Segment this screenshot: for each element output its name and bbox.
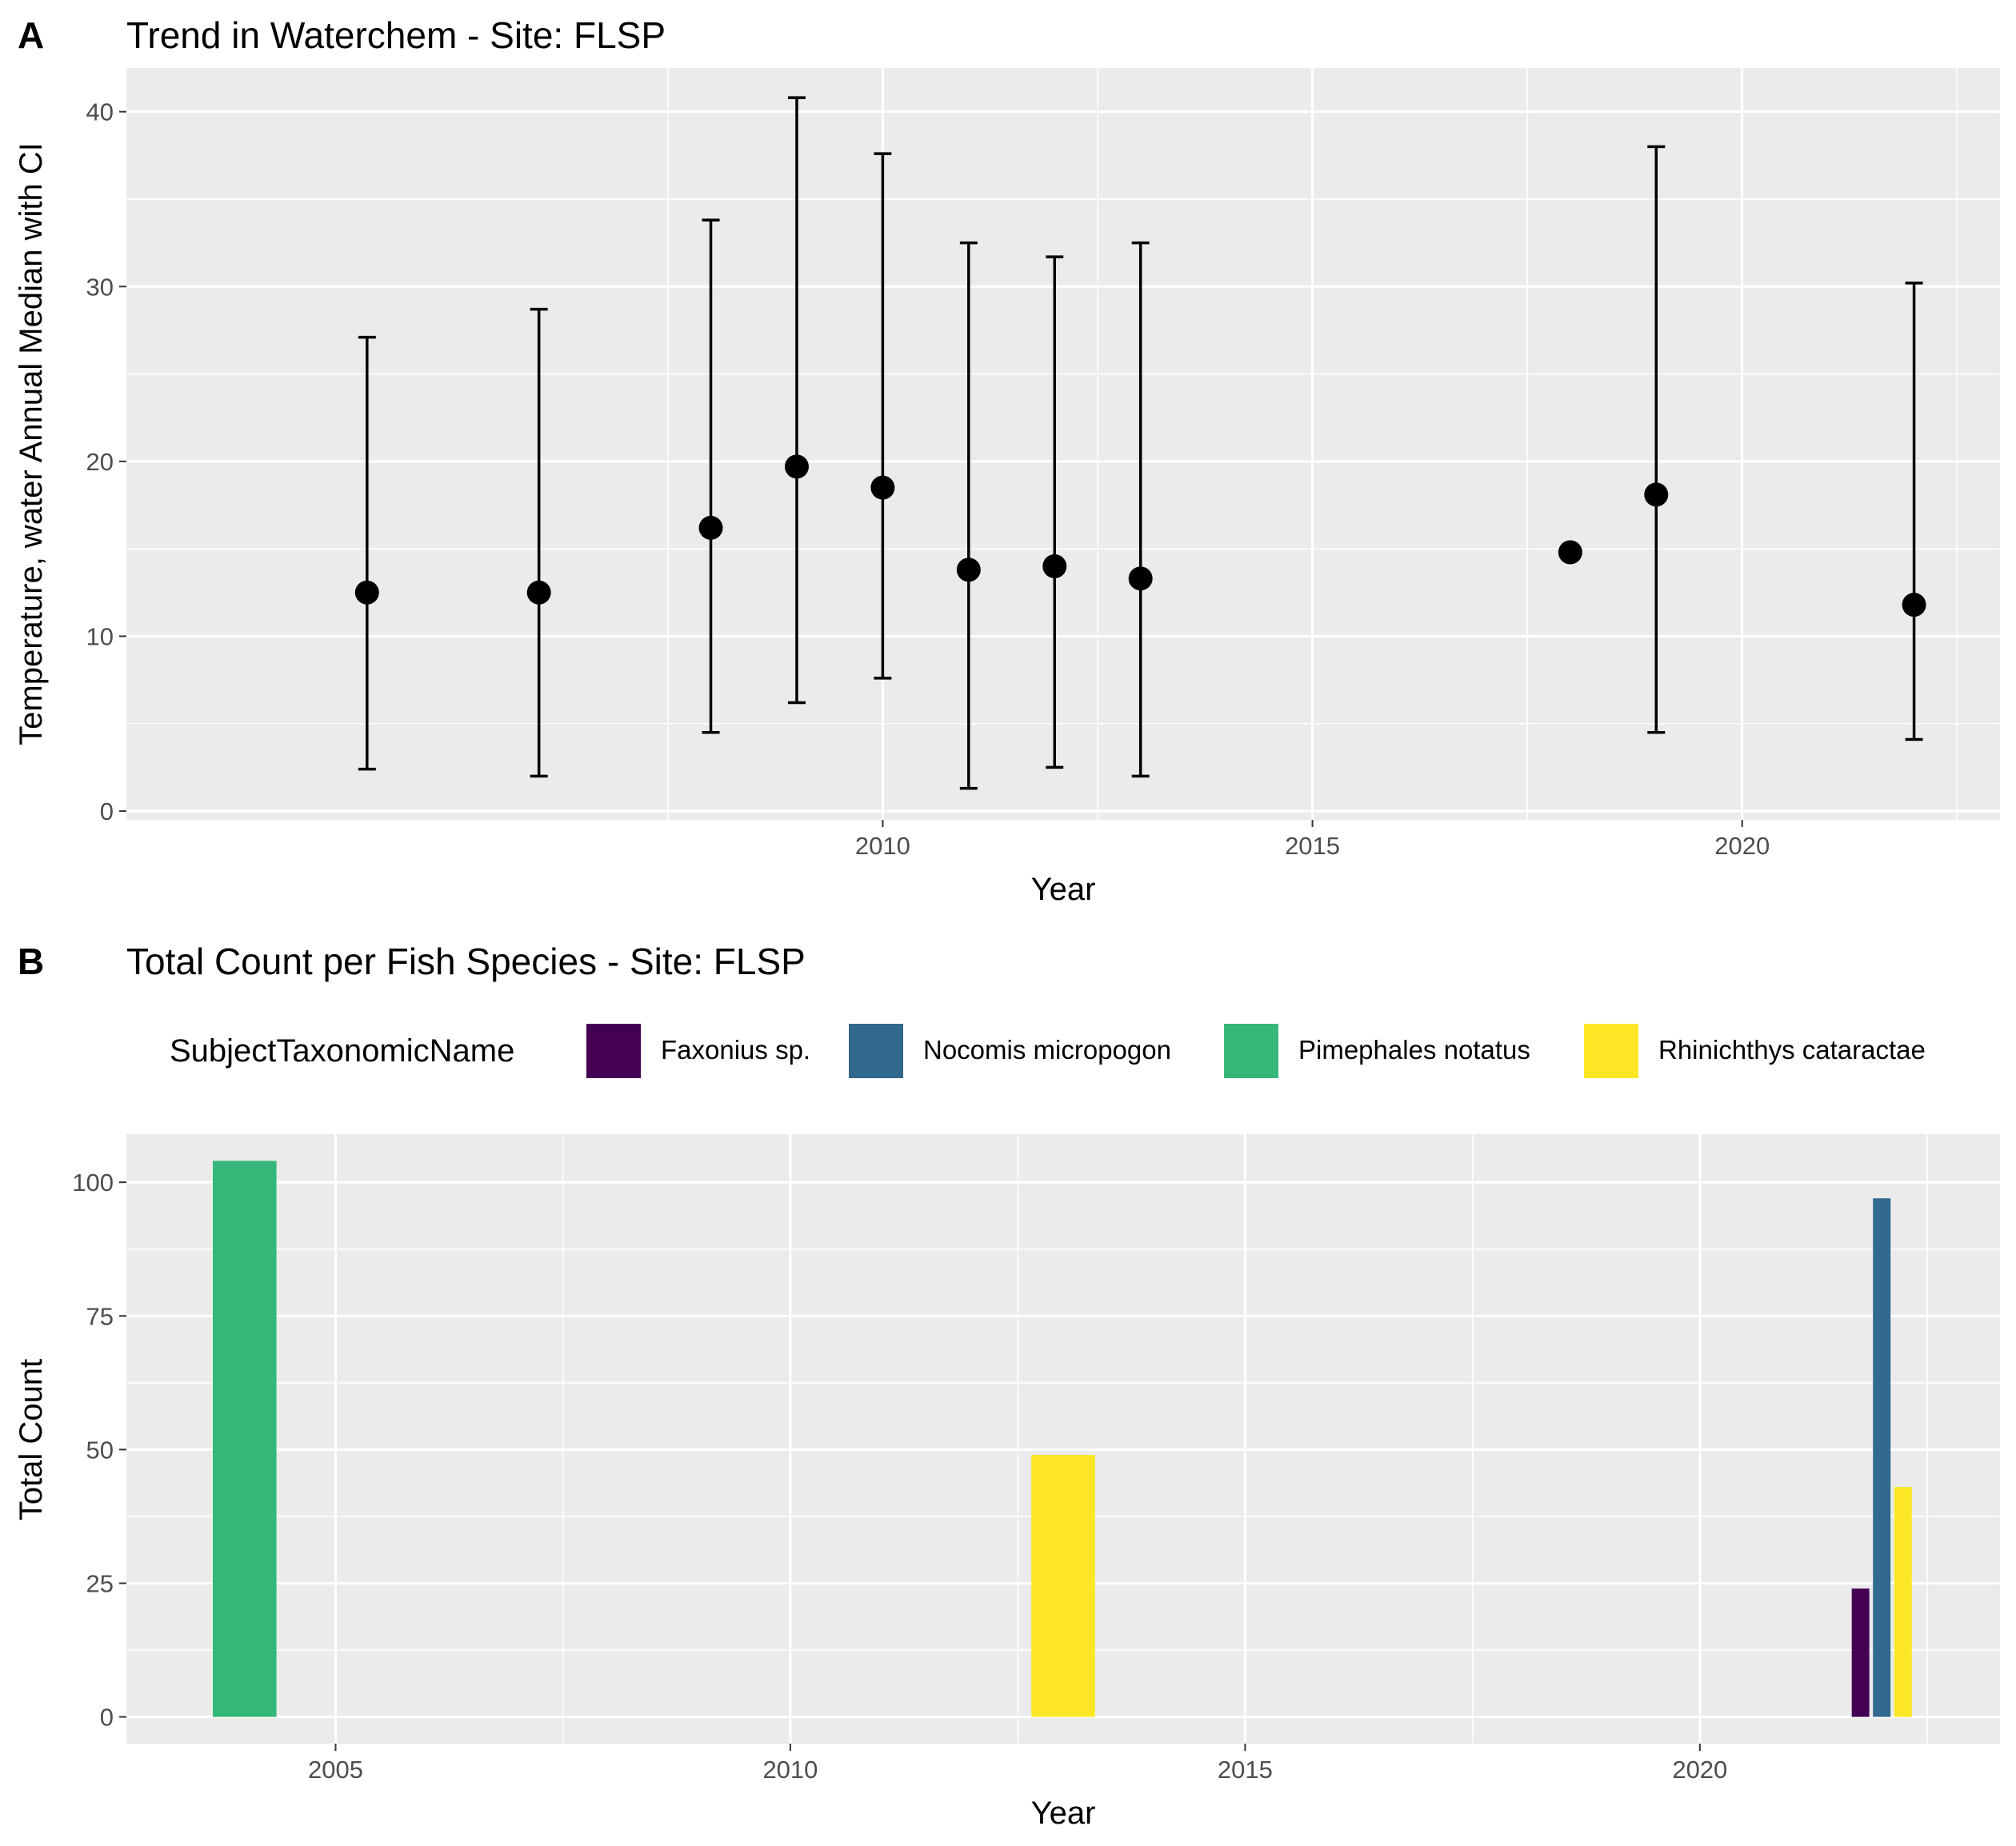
panel-a-marks [354,96,1926,790]
x-tick-label: 2015 [1285,832,1340,860]
y-tick-label: 10 [86,622,114,650]
x-tick-label: 2010 [855,832,910,860]
legend-title: SubjectTaxonomicName [170,1033,514,1069]
y-tick-label: 20 [86,448,114,476]
bar-pimephales-notatus [213,1161,277,1717]
panel-b-y-axis-title: Total Count [14,1359,49,1520]
panel-a-x-axis-title: Year [1031,872,1096,907]
bar-rhinichthys-cataractae [1894,1487,1912,1717]
x-tick-label: 2020 [1714,832,1770,860]
legend-label-nocomis: Nocomis micropogon [923,1035,1171,1065]
x-tick-label: 2020 [1672,1756,1727,1784]
panel-b-title: Total Count per Fish Species - Site: FLS… [126,941,806,982]
median-point [1558,540,1582,565]
median-point [1902,593,1926,617]
panel-a-gridlines [126,68,2000,820]
y-tick-label: 50 [86,1436,114,1464]
median-point [1644,482,1669,507]
median-point [698,515,723,540]
y-tick-label: 0 [100,797,114,825]
bar-nocomis-micropogon [1873,1198,1891,1717]
y-tick-label: 100 [72,1169,114,1197]
bar-faxonius-sp [1851,1588,1870,1717]
median-point [784,454,809,479]
panel-a-y-axis-title: Temperature, water Annual Median with CI [14,142,49,745]
panel-b-legend: SubjectTaxonomicName Faxonius sp. Nocomi… [170,1024,1926,1078]
legend-label-pimephales: Pimephales notatus [1298,1035,1530,1065]
legend-key-nocomis [849,1024,903,1078]
median-point [526,580,551,605]
panel-a-plot-area [126,68,2000,820]
panel-b-marks [213,1161,1912,1717]
bar-rhinichthys-cataractae [1031,1455,1095,1717]
panel-a-tag: A [18,14,44,56]
panel-b-ticks: 2005 2010 2015 2020 0 25 50 75 100 [72,1169,1727,1784]
median-point [354,580,379,605]
panel-a-title: Trend in Waterchem - Site: FLSP [126,14,666,56]
panel-a-ticks: 2010 2015 2020 0 10 20 30 40 [86,98,1770,860]
median-point [870,475,895,500]
legend-key-pimephales [1224,1024,1278,1078]
legend-key-faxonius [586,1024,641,1078]
x-tick-label: 2015 [1218,1756,1273,1784]
panel-b-x-axis-title: Year [1031,1796,1096,1831]
y-tick-label: 75 [86,1302,114,1330]
y-tick-label: 0 [100,1704,114,1732]
y-tick-label: 30 [86,273,114,301]
y-tick-label: 25 [86,1569,114,1597]
x-tick-label: 2005 [308,1756,363,1784]
x-tick-label: 2010 [762,1756,818,1784]
panel-b-gridlines [126,1134,2000,1744]
median-point [1042,554,1067,579]
legend-label-faxonius: Faxonius sp. [661,1035,810,1065]
legend-key-rhinichthys [1584,1024,1638,1078]
y-tick-label: 40 [86,98,114,126]
median-point [1128,566,1153,591]
legend-label-rhinichthys: Rhinichthys cataractae [1658,1035,1926,1065]
panel-b-tag: B [18,941,44,982]
median-point [956,557,981,582]
